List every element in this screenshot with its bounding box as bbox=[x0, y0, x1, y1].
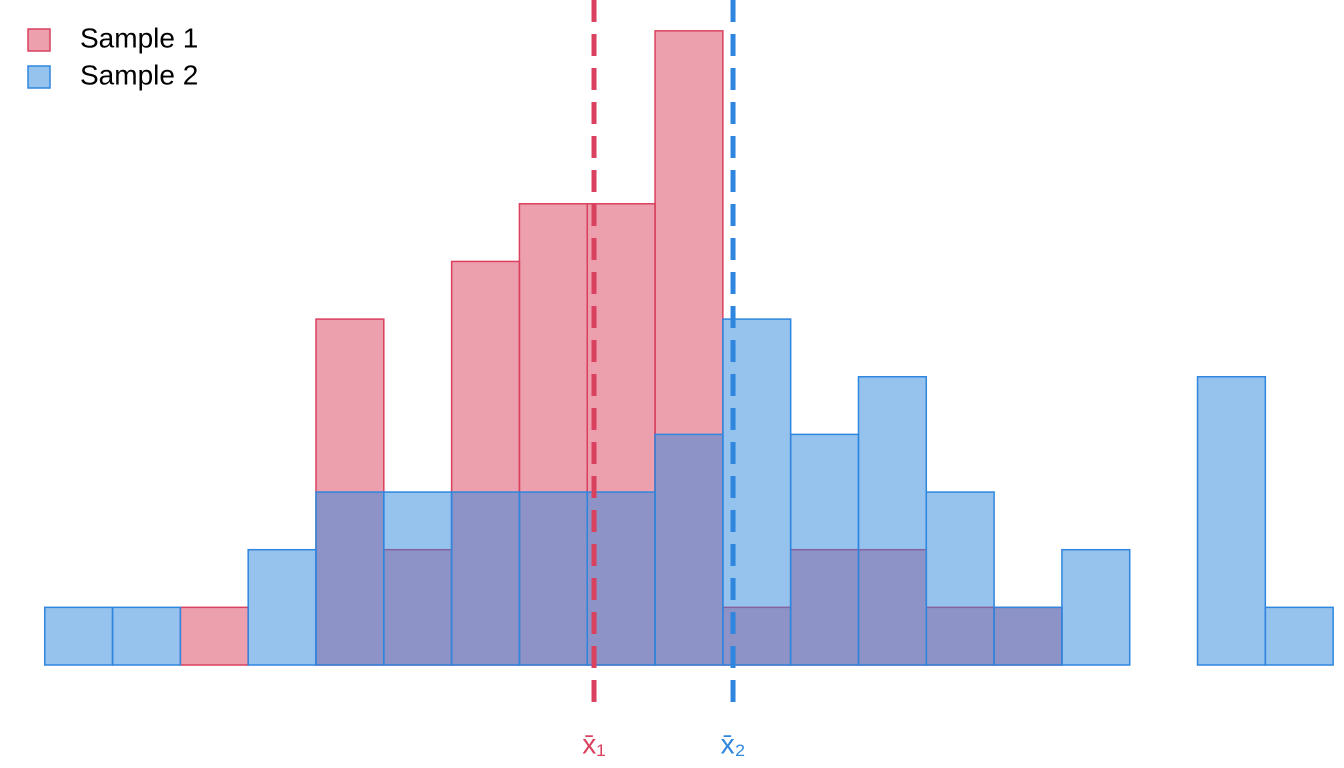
histogram-bar bbox=[383, 491, 453, 666]
histogram-bar bbox=[993, 606, 1063, 666]
legend-swatch bbox=[27, 28, 51, 52]
histogram-bar bbox=[586, 491, 656, 666]
histogram-bar bbox=[247, 548, 317, 666]
histogram-bar bbox=[654, 433, 724, 666]
histogram-bar bbox=[789, 433, 860, 666]
histogram-bar bbox=[857, 375, 928, 666]
histogram-bar bbox=[315, 491, 385, 666]
mean-label: x̄₁ bbox=[582, 728, 605, 759]
mean-label: x̄₂ bbox=[721, 728, 746, 759]
histogram-bar bbox=[518, 491, 588, 666]
histogram-bar bbox=[1196, 375, 1267, 666]
histogram-bar bbox=[1061, 548, 1131, 666]
histogram-bar bbox=[179, 606, 249, 666]
histogram-bar bbox=[1264, 606, 1334, 666]
histogram-bar bbox=[450, 491, 521, 666]
legend-swatch bbox=[27, 65, 51, 89]
legend-label: Sample 1 bbox=[80, 22, 198, 53]
histogram-bar bbox=[925, 491, 995, 666]
histogram-bar bbox=[111, 606, 182, 666]
histogram-bar bbox=[44, 606, 114, 666]
legend-label: Sample 2 bbox=[80, 59, 198, 90]
